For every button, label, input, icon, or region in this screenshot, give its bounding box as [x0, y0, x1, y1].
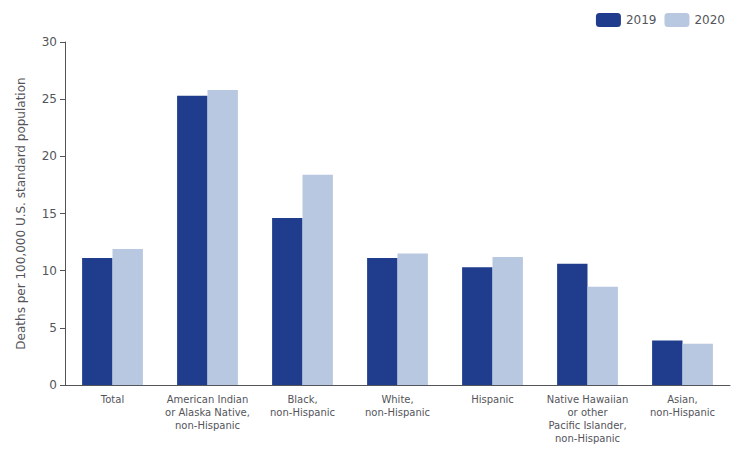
- svg-text:10: 10: [42, 264, 57, 278]
- svg-text:non-Hispanic: non-Hispanic: [650, 407, 715, 418]
- svg-text:White,: White,: [381, 394, 413, 405]
- svg-text:20: 20: [42, 149, 57, 163]
- svg-text:non-Hispanic: non-Hispanic: [365, 407, 430, 418]
- svg-text:2019: 2019: [626, 13, 657, 27]
- svg-text:Black,: Black,: [287, 394, 317, 405]
- svg-text:5: 5: [49, 321, 57, 335]
- svg-text:0: 0: [49, 378, 57, 392]
- svg-text:Deaths per 100,000 U.S. standa: Deaths per 100,000 U.S. standard populat…: [14, 77, 28, 349]
- svg-text:non-Hispanic: non-Hispanic: [270, 407, 335, 418]
- svg-text:non-Hispanic: non-Hispanic: [555, 433, 620, 444]
- svg-text:Asian,: Asian,: [667, 394, 697, 405]
- svg-text:non-Hispanic: non-Hispanic: [175, 420, 240, 431]
- svg-text:Pacific Islander,: Pacific Islander,: [548, 420, 626, 431]
- svg-text:Total: Total: [100, 394, 124, 405]
- svg-text:2020: 2020: [694, 13, 725, 27]
- svg-text:or Alaska Native,: or Alaska Native,: [165, 407, 250, 418]
- svg-text:American Indian: American Indian: [167, 394, 249, 405]
- svg-text:25: 25: [42, 92, 57, 106]
- svg-text:30: 30: [42, 35, 57, 49]
- svg-text:or other: or other: [567, 407, 608, 418]
- svg-text:15: 15: [42, 207, 57, 221]
- svg-text:Native Hawaiian: Native Hawaiian: [547, 394, 629, 405]
- svg-text:Hispanic: Hispanic: [471, 394, 514, 405]
